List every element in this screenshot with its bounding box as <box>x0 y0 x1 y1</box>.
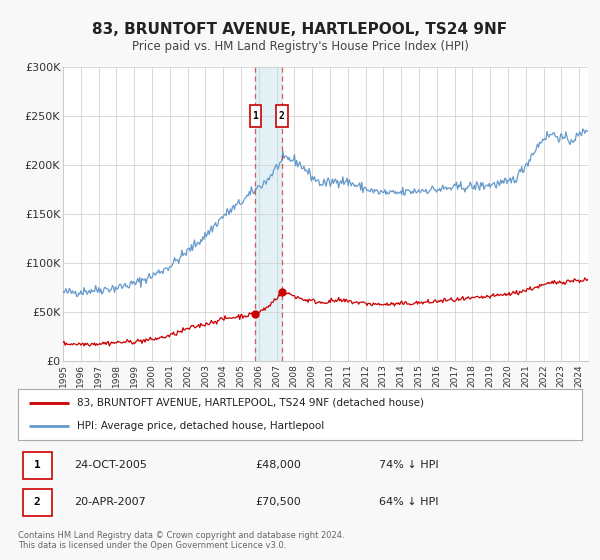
Text: 83, BRUNTOFT AVENUE, HARTLEPOOL, TS24 9NF: 83, BRUNTOFT AVENUE, HARTLEPOOL, TS24 9N… <box>92 22 508 38</box>
Text: 20-APR-2007: 20-APR-2007 <box>74 497 146 507</box>
Text: 64% ↓ HPI: 64% ↓ HPI <box>379 497 439 507</box>
FancyBboxPatch shape <box>250 105 261 127</box>
Text: 1: 1 <box>34 460 41 470</box>
FancyBboxPatch shape <box>23 489 52 516</box>
Text: 83, BRUNTOFT AVENUE, HARTLEPOOL, TS24 9NF (detached house): 83, BRUNTOFT AVENUE, HARTLEPOOL, TS24 9N… <box>77 398 424 408</box>
Text: £48,000: £48,000 <box>255 460 301 470</box>
Text: Price paid vs. HM Land Registry's House Price Index (HPI): Price paid vs. HM Land Registry's House … <box>131 40 469 53</box>
Text: Contains HM Land Registry data © Crown copyright and database right 2024.
This d: Contains HM Land Registry data © Crown c… <box>18 531 344 550</box>
Text: 2: 2 <box>34 497 41 507</box>
Text: 74% ↓ HPI: 74% ↓ HPI <box>379 460 439 470</box>
Text: £70,500: £70,500 <box>255 497 301 507</box>
Text: HPI: Average price, detached house, Hartlepool: HPI: Average price, detached house, Hart… <box>77 421 325 431</box>
Text: 2: 2 <box>279 111 285 121</box>
FancyBboxPatch shape <box>23 452 52 478</box>
FancyBboxPatch shape <box>276 105 287 127</box>
Bar <box>256 67 282 361</box>
Text: 24-OCT-2005: 24-OCT-2005 <box>74 460 147 470</box>
Text: 1: 1 <box>253 111 259 121</box>
